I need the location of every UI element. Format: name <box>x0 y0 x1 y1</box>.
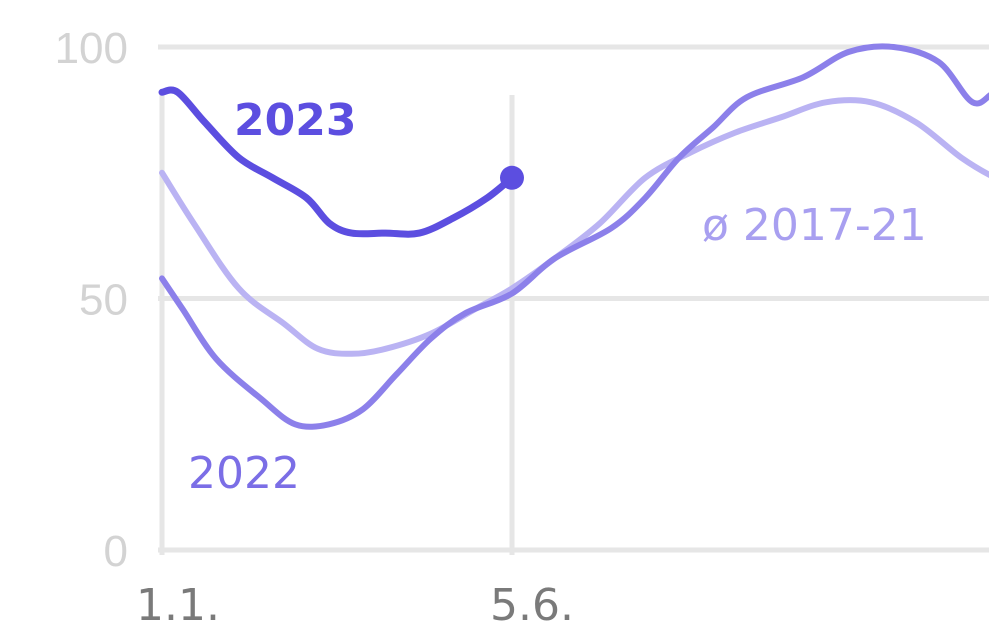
series-end-marker-0 <box>499 165 524 190</box>
y-tick-label-0: 0 <box>104 527 128 576</box>
series-lines <box>158 43 989 430</box>
x-tick-label-1: 5.6. <box>490 580 574 625</box>
series-label-2023: 2023 <box>234 95 356 146</box>
x-axis-tick-labels: 1.1. 5.6. <box>136 580 574 625</box>
series-line-1 <box>159 43 989 430</box>
x-tick-label-0: 1.1. <box>136 580 220 625</box>
series-line-2 <box>159 97 989 357</box>
y-axis-tick-labels: 0 50 100 <box>55 24 128 576</box>
series-line-0 <box>158 86 516 238</box>
y-tick-label-50: 50 <box>79 276 128 325</box>
series-label-2022: 2022 <box>188 448 300 499</box>
series-label-average-2017-21: ø 2017-21 <box>702 200 927 251</box>
y-tick-label-100: 100 <box>55 24 128 73</box>
